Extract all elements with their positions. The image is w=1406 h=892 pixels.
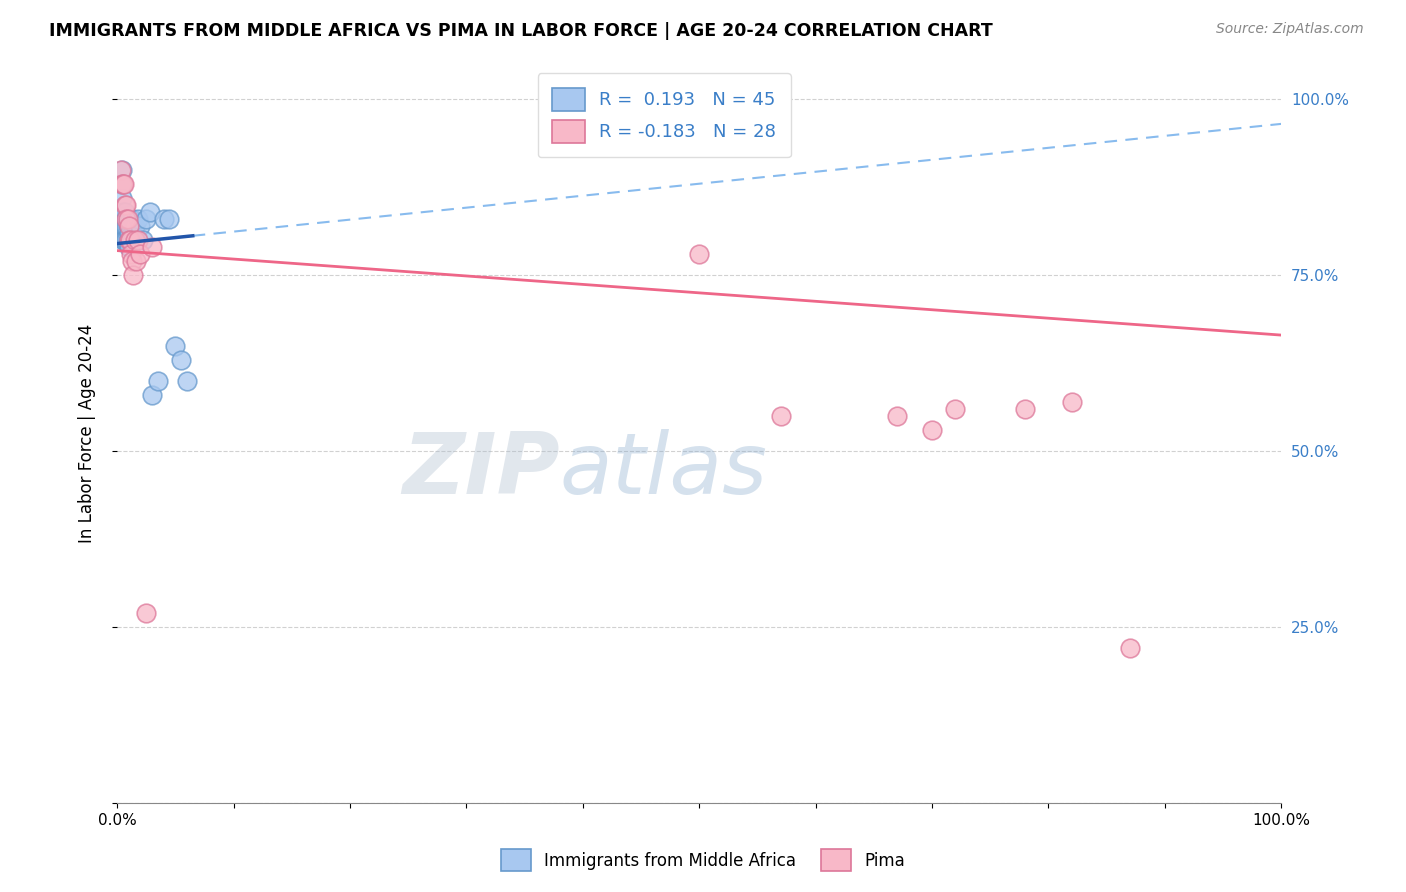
Point <box>921 423 943 437</box>
Legend: Immigrants from Middle Africa, Pima: Immigrants from Middle Africa, Pima <box>492 841 914 880</box>
Point <box>129 247 152 261</box>
Point <box>112 233 135 247</box>
Point <box>115 219 138 233</box>
Point <box>115 211 138 226</box>
Point <box>114 205 136 219</box>
Point <box>112 211 135 226</box>
Text: IMMIGRANTS FROM MIDDLE AFRICA VS PIMA IN LABOR FORCE | AGE 20-24 CORRELATION CHA: IMMIGRANTS FROM MIDDLE AFRICA VS PIMA IN… <box>49 22 993 40</box>
Point <box>688 247 710 261</box>
Point <box>120 219 142 233</box>
Point <box>115 233 138 247</box>
Point <box>127 233 149 247</box>
Point <box>114 198 136 212</box>
Point <box>141 388 163 402</box>
Point <box>118 233 141 247</box>
Point <box>118 211 141 226</box>
Point <box>1014 402 1036 417</box>
Point <box>114 219 136 233</box>
Point <box>124 233 146 247</box>
Point <box>114 233 136 247</box>
Point <box>118 219 141 233</box>
Point <box>132 233 155 247</box>
Point <box>121 233 143 247</box>
Point <box>1119 641 1142 656</box>
Point <box>118 219 141 233</box>
Point <box>110 177 132 191</box>
Point <box>120 233 142 247</box>
Point <box>943 402 966 417</box>
Point <box>127 211 149 226</box>
Legend: R =  0.193   N = 45, R = -0.183   N = 28: R = 0.193 N = 45, R = -0.183 N = 28 <box>538 73 790 157</box>
Point <box>111 205 134 219</box>
Point <box>122 268 145 283</box>
Point <box>125 254 148 268</box>
Point <box>118 233 141 247</box>
Point <box>146 374 169 388</box>
Point <box>135 211 157 226</box>
Point <box>176 374 198 388</box>
Point <box>111 177 134 191</box>
Point <box>115 198 138 212</box>
Point <box>138 205 160 219</box>
Point <box>117 219 139 233</box>
Point <box>121 211 143 226</box>
Text: ZIP: ZIP <box>402 429 560 512</box>
Point <box>111 177 134 191</box>
Point <box>111 162 134 177</box>
Point <box>120 247 142 261</box>
Y-axis label: In Labor Force | Age 20-24: In Labor Force | Age 20-24 <box>79 324 96 543</box>
Point <box>125 233 148 247</box>
Point <box>118 240 141 254</box>
Point <box>165 338 187 352</box>
Text: atlas: atlas <box>560 429 768 512</box>
Point <box>152 211 174 226</box>
Point <box>141 240 163 254</box>
Point <box>112 177 135 191</box>
Point <box>111 219 134 233</box>
Point <box>111 191 134 205</box>
Point <box>118 226 141 240</box>
Point <box>117 211 139 226</box>
Point <box>159 211 181 226</box>
Point <box>769 409 792 423</box>
Point <box>115 211 138 226</box>
Point <box>118 211 141 226</box>
Point <box>129 219 152 233</box>
Point <box>170 352 193 367</box>
Point <box>108 211 131 226</box>
Point <box>135 606 157 620</box>
Point <box>111 233 134 247</box>
Point <box>118 233 141 247</box>
Point <box>121 254 143 268</box>
Point <box>122 219 145 233</box>
Point <box>117 211 139 226</box>
Point <box>112 219 135 233</box>
Text: Source: ZipAtlas.com: Source: ZipAtlas.com <box>1216 22 1364 37</box>
Point <box>1060 395 1083 409</box>
Point <box>117 233 139 247</box>
Point <box>886 409 908 423</box>
Point <box>124 219 146 233</box>
Point <box>110 219 132 233</box>
Point <box>110 162 132 177</box>
